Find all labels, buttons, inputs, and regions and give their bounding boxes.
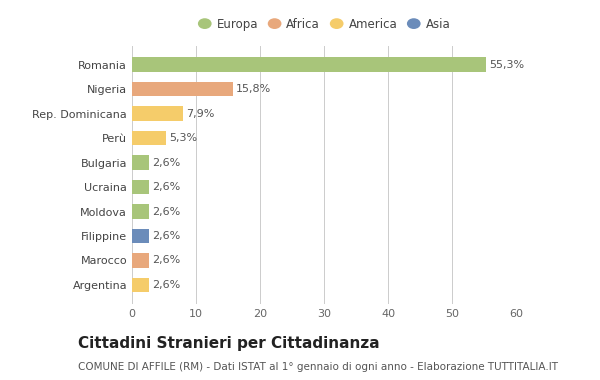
- Bar: [132, 155, 149, 170]
- Text: 5,3%: 5,3%: [169, 133, 197, 143]
- Text: 2,6%: 2,6%: [152, 255, 180, 266]
- Bar: [132, 229, 149, 243]
- Bar: [132, 131, 166, 146]
- Text: Cittadini Stranieri per Cittadinanza: Cittadini Stranieri per Cittadinanza: [78, 336, 380, 351]
- Text: 2,6%: 2,6%: [152, 280, 180, 290]
- Bar: [132, 57, 486, 72]
- Legend: Europa, Africa, America, Asia: Europa, Africa, America, Asia: [196, 15, 452, 33]
- Bar: [132, 204, 149, 219]
- Text: 15,8%: 15,8%: [236, 84, 272, 94]
- Bar: [132, 82, 233, 97]
- Text: COMUNE DI AFFILE (RM) - Dati ISTAT al 1° gennaio di ogni anno - Elaborazione TUT: COMUNE DI AFFILE (RM) - Dati ISTAT al 1°…: [78, 363, 558, 372]
- Bar: [132, 180, 149, 195]
- Text: 2,6%: 2,6%: [152, 231, 180, 241]
- Text: 2,6%: 2,6%: [152, 206, 180, 217]
- Bar: [132, 277, 149, 292]
- Bar: [132, 253, 149, 268]
- Text: 7,9%: 7,9%: [186, 109, 214, 119]
- Text: 55,3%: 55,3%: [489, 60, 524, 70]
- Bar: [132, 106, 182, 121]
- Text: 2,6%: 2,6%: [152, 182, 180, 192]
- Text: 2,6%: 2,6%: [152, 158, 180, 168]
